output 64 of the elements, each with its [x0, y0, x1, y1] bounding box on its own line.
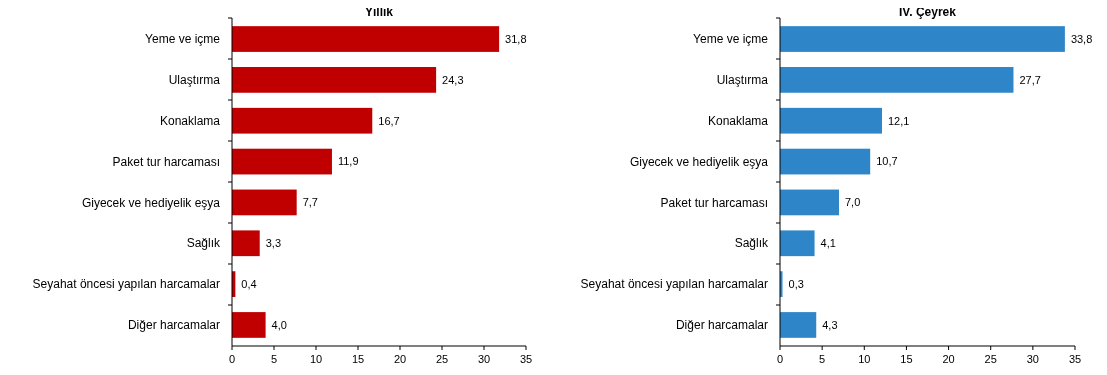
- data-label: 33,8: [1070, 32, 1093, 45]
- data-label: 16,7: [378, 114, 400, 127]
- data-label: 27,7: [1019, 73, 1041, 86]
- data-label: 4,1: [820, 237, 836, 250]
- y-tick-label: Paket tur harcaması: [660, 195, 768, 210]
- bar: [780, 107, 882, 134]
- bar: [232, 148, 332, 175]
- x-tick-label: 30: [1026, 353, 1039, 365]
- y-tick-label: Giyecek ve hediyelik eşya: [629, 154, 769, 169]
- data-label: 7,7: [302, 196, 318, 209]
- data-label: 4,3: [822, 318, 838, 331]
- x-tick-label: 10: [309, 353, 323, 365]
- y-tick-label: Sağlık: [734, 236, 769, 251]
- y-tick-label: Ulaştırma: [716, 73, 769, 88]
- chart-title: IV. Çeyrek: [899, 5, 957, 19]
- x-tick-label: 15: [351, 353, 365, 365]
- y-tick-label: Seyahat öncesi yapılan harcamalar: [32, 277, 220, 292]
- data-label: 4,0: [271, 318, 287, 331]
- x-tick-label: 25: [435, 353, 449, 365]
- y-tick-label: Ulaştırma: [168, 73, 221, 88]
- bar: [780, 230, 815, 257]
- y-tick-label: Konaklama: [159, 113, 221, 128]
- bar: [232, 107, 373, 134]
- bar: [232, 26, 500, 52]
- y-tick-label: Yeme ve içme: [145, 32, 221, 47]
- data-label: 7,0: [845, 196, 861, 209]
- x-tick-label: 30: [477, 353, 491, 365]
- y-tick-label: Diğer harcamalar: [127, 318, 220, 333]
- x-tick-label: 5: [819, 353, 826, 365]
- y-tick-label: Yeme ve içme: [693, 32, 769, 47]
- x-tick-label: 20: [942, 353, 955, 365]
- x-tick-label: 35: [519, 353, 533, 365]
- data-label: 24,3: [442, 73, 464, 86]
- bar: [780, 26, 1065, 52]
- x-tick-label: 25: [984, 353, 997, 365]
- data-label: 3,3: [265, 237, 282, 250]
- bar: [780, 189, 839, 216]
- y-tick-label: Diğer harcamalar: [675, 318, 768, 333]
- data-label: 0,4: [241, 277, 257, 290]
- y-tick-label: Giyecek ve hediyelik eşya: [81, 195, 221, 210]
- bar: [232, 67, 437, 93]
- x-tick-label: 10: [858, 353, 871, 365]
- y-tick-label: Seyahat öncesi yapılan harcamalar: [580, 277, 768, 292]
- chart-title: Yıllık: [364, 5, 394, 19]
- bar: [780, 312, 817, 338]
- bar: [232, 312, 266, 338]
- bar: [232, 230, 260, 257]
- data-label: 12,1: [887, 114, 910, 127]
- x-tick-label: 0: [228, 353, 236, 365]
- data-label: 10,7: [876, 155, 898, 168]
- y-tick-label: Konaklama: [707, 113, 769, 128]
- data-label: 31,8: [505, 32, 527, 45]
- y-tick-label: Paket tur harcaması: [112, 154, 220, 169]
- bar: [780, 67, 1014, 93]
- y-tick-label: Sağlık: [186, 236, 221, 251]
- x-tick-label: 5: [270, 353, 278, 365]
- data-label: 11,9: [337, 155, 359, 168]
- bar: [780, 148, 871, 175]
- bar: [232, 189, 297, 216]
- x-tick-label: 35: [1068, 353, 1082, 365]
- x-tick-label: 0: [776, 353, 784, 365]
- x-tick-label: 20: [393, 353, 407, 365]
- data-label: 0,3: [788, 277, 804, 290]
- x-tick-label: 15: [900, 353, 913, 365]
